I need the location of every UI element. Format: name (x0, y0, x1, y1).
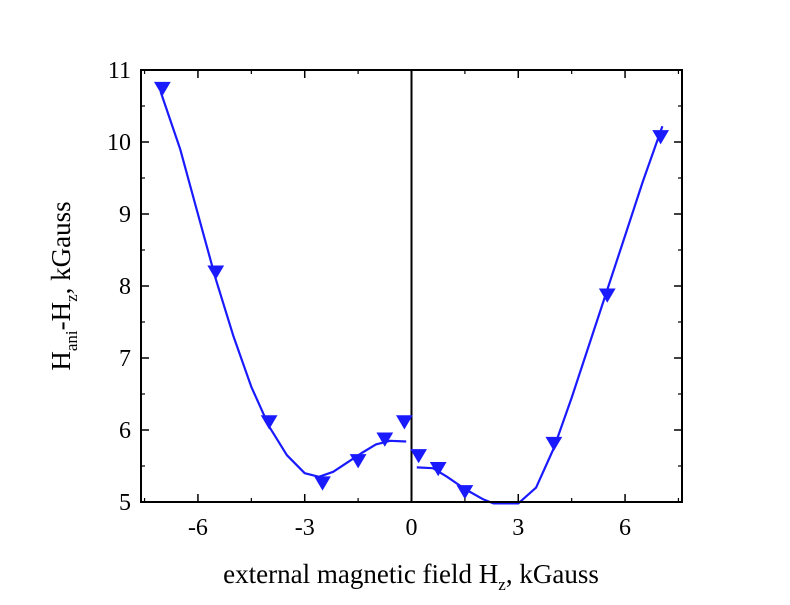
x-tick-label: -6 (188, 515, 208, 541)
y-axis-label-sub2: z (62, 294, 81, 302)
y-tick-label: 11 (108, 58, 131, 84)
x-tick-label: 6 (619, 515, 631, 541)
y-axis-label: Hani-Hz, kGauss (46, 201, 81, 370)
data-point (396, 415, 413, 430)
data-point (410, 449, 427, 464)
axis-ticks (141, 69, 682, 503)
data-point (652, 130, 670, 145)
data-point (349, 454, 367, 469)
data-point (153, 81, 171, 97)
y-axis-label-mid: -H (46, 302, 76, 331)
y-tick-label: 10 (107, 130, 131, 156)
y-tick-label: 7 (119, 346, 131, 372)
y-tick-label: 9 (119, 202, 131, 228)
data-point (545, 436, 563, 452)
fit-curves (159, 91, 664, 505)
y-axis-label-sub1: ani (62, 330, 81, 351)
y-axis-label-main: H (46, 351, 76, 371)
tick-labels: -6 -3 0 3 6 5 6 7 8 9 10 11 (107, 58, 631, 541)
fit-curve-left (159, 91, 407, 478)
data-point (429, 462, 447, 477)
x-axis-label-sub: z (498, 575, 506, 594)
data-point (314, 476, 331, 491)
data-point (456, 485, 474, 500)
x-axis-label: external magnetic field Hz, kGauss (223, 559, 599, 594)
y-axis-label-rest: , kGauss (46, 201, 76, 294)
x-tick-label: -3 (295, 515, 315, 541)
x-tick-label: 3 (512, 515, 524, 541)
x-axis-label-main: external magnetic field H (223, 559, 498, 589)
y-tick-label: 8 (119, 274, 131, 300)
y-tick-label: 5 (119, 490, 131, 516)
fit-curve-right (416, 125, 664, 505)
data-point (207, 265, 225, 280)
x-axis-label-rest: , kGauss (506, 559, 599, 589)
y-tick-label: 6 (119, 418, 131, 444)
data-markers (153, 81, 670, 500)
data-point (376, 432, 394, 447)
data-point (260, 415, 278, 430)
data-point (598, 288, 616, 303)
x-tick-label: 0 (406, 515, 418, 541)
